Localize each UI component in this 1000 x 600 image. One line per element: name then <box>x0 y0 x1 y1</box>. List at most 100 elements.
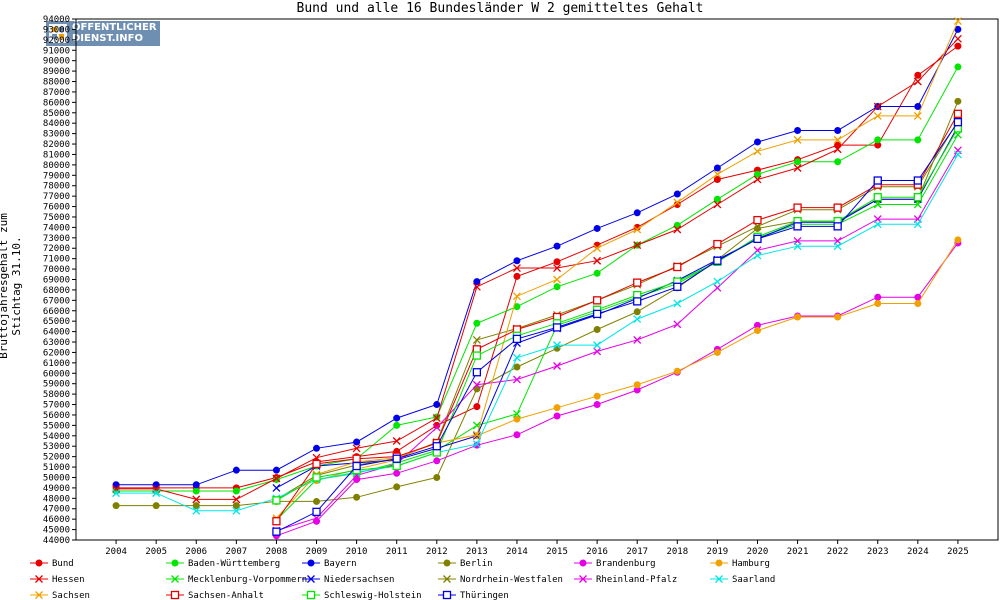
y-tick-label: 70000 <box>43 265 70 275</box>
x-tick-label: 2015 <box>546 547 568 557</box>
legend-label: Niedersachsen <box>324 575 394 585</box>
series-line <box>116 66 959 492</box>
data-point <box>392 454 401 463</box>
data-point <box>512 353 521 362</box>
y-tick-label: 64000 <box>43 328 70 338</box>
data-point <box>433 473 441 481</box>
data-point <box>793 218 802 227</box>
data-point <box>393 483 401 491</box>
y-tick-label: 81000 <box>43 150 70 160</box>
data-point <box>953 122 962 131</box>
data-point <box>713 200 722 209</box>
y-tick-label: 62000 <box>43 348 70 358</box>
data-point <box>432 414 441 423</box>
legend-label: Nordrhein-Westfalen <box>460 575 563 585</box>
data-point <box>953 34 962 43</box>
data-point <box>552 312 562 322</box>
data-point <box>472 351 482 360</box>
data-point <box>312 514 321 523</box>
data-point <box>954 42 962 50</box>
data-point <box>874 299 882 307</box>
legend-label: Thüringen <box>460 591 509 600</box>
data-point <box>192 502 200 510</box>
data-point <box>152 487 160 495</box>
data-point <box>432 438 441 448</box>
data-point <box>913 215 922 224</box>
data-point <box>432 446 441 455</box>
data-point <box>313 458 321 466</box>
data-point <box>112 487 120 495</box>
data-point <box>313 444 321 452</box>
y-tick-label: 45000 <box>43 526 70 536</box>
y-tick-label: 80000 <box>43 161 70 171</box>
data-point <box>352 444 361 453</box>
data-point <box>433 444 441 452</box>
y-tick-label: 89000 <box>43 67 70 77</box>
data-point <box>753 224 761 232</box>
data-point <box>593 392 601 400</box>
y-tick-label: 71000 <box>43 255 70 265</box>
data-point <box>432 448 441 457</box>
data-point <box>553 362 562 370</box>
data-point <box>152 481 160 489</box>
data-point <box>152 484 160 492</box>
data-point <box>433 413 441 421</box>
legend-marker <box>307 575 315 583</box>
data-point <box>833 220 842 229</box>
data-point <box>834 141 842 149</box>
data-point <box>352 471 361 480</box>
data-point <box>553 412 561 420</box>
data-point <box>753 138 761 146</box>
data-point <box>552 319 562 328</box>
data-point <box>593 256 602 265</box>
data-point <box>833 145 842 154</box>
data-point <box>592 309 602 319</box>
data-point <box>553 258 561 266</box>
data-point <box>673 221 681 229</box>
data-point <box>954 25 962 33</box>
data-point <box>633 290 642 300</box>
data-point <box>753 222 762 231</box>
data-point <box>793 222 802 231</box>
data-point <box>312 475 321 484</box>
data-point <box>873 102 882 111</box>
data-point <box>513 431 521 439</box>
plot-frame <box>75 18 999 541</box>
series-line <box>276 120 959 500</box>
x-tick-label: 2019 <box>707 547 729 557</box>
data-point <box>793 236 802 245</box>
data-point <box>272 466 280 474</box>
data-point <box>433 401 441 409</box>
data-point <box>673 276 682 285</box>
data-point <box>633 223 641 231</box>
y-tick-label: 48000 <box>43 494 70 504</box>
data-point <box>633 294 642 303</box>
data-point <box>272 474 281 483</box>
x-tick-label: 2022 <box>827 547 849 557</box>
data-point <box>753 175 762 184</box>
y-tick-label: 87000 <box>43 88 70 98</box>
y-tick-label: 65000 <box>43 317 70 327</box>
y-tick-label: 86000 <box>43 98 70 108</box>
y-tick-label: 60000 <box>43 369 70 379</box>
x-tick-label: 2018 <box>666 547 688 557</box>
y-tick-label: 91000 <box>43 46 70 56</box>
data-point <box>512 264 521 272</box>
data-point <box>472 368 482 377</box>
data-point <box>633 335 642 344</box>
data-point <box>232 495 241 504</box>
data-point <box>633 241 642 250</box>
y-tick-label: 51000 <box>43 463 70 473</box>
data-point <box>512 409 521 418</box>
data-point <box>913 182 922 191</box>
data-point <box>873 220 882 229</box>
data-point <box>914 299 922 307</box>
y-tick-label: 82000 <box>43 140 70 150</box>
data-point <box>432 423 441 432</box>
data-point <box>793 164 802 172</box>
data-point <box>834 126 842 134</box>
series-line <box>116 154 959 512</box>
data-point <box>432 439 441 448</box>
legend-marker <box>443 559 451 567</box>
data-point <box>112 489 121 498</box>
